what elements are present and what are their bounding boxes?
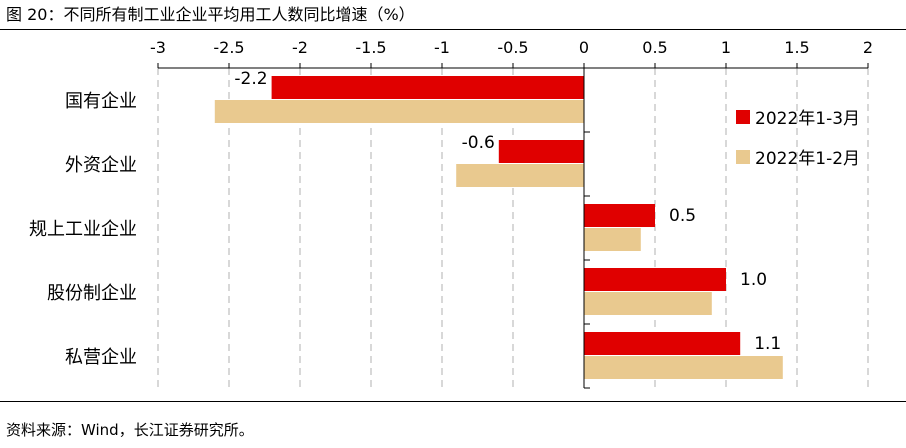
x-tick-label: 1.5 bbox=[784, 38, 809, 57]
bar-series-1 bbox=[584, 268, 726, 291]
bar-series-1 bbox=[584, 204, 655, 227]
x-tick-label: 1 bbox=[721, 38, 731, 57]
x-tick-label: 0.5 bbox=[642, 38, 667, 57]
legend-swatch bbox=[736, 150, 750, 164]
legend-label: 2022年1-3月 bbox=[755, 109, 860, 129]
legend-swatch bbox=[736, 110, 750, 124]
legend: 2022年1-3月 2022年1-2月 bbox=[736, 109, 860, 169]
category-label: 外资企业 bbox=[65, 155, 137, 176]
data-label: -2.2 bbox=[234, 69, 267, 89]
x-tick-label: -1.5 bbox=[355, 38, 386, 57]
source-note: 资料来源：Wind，长江证券研究所。 bbox=[6, 421, 254, 439]
bar-series-1 bbox=[584, 332, 741, 355]
chart-title: 图 20：不同所有制工业企业平均用工人数同比增速（%） bbox=[6, 5, 415, 24]
x-tick-label: -2 bbox=[292, 38, 308, 57]
bar-series-2 bbox=[456, 164, 584, 187]
x-tick-label: -3 bbox=[150, 38, 166, 57]
data-label: 1.1 bbox=[754, 334, 781, 354]
category-label: 规上工业企业 bbox=[29, 219, 137, 240]
data-label: 0.5 bbox=[669, 206, 696, 226]
category-label: 股份制企业 bbox=[47, 283, 137, 304]
bar-series-1 bbox=[498, 140, 584, 163]
bar-series-1 bbox=[271, 76, 584, 99]
bar-series-2 bbox=[214, 100, 585, 123]
bar-series-2 bbox=[584, 356, 783, 379]
bottom-rule bbox=[0, 401, 906, 402]
x-tick-label: -0.5 bbox=[497, 38, 528, 57]
bar-series-2 bbox=[584, 292, 712, 315]
labels: 国有企业 -2.2 外资企业 -0.6 规上工业企业 0.5 股份制企业 1.0 私营企业 1.1 bbox=[29, 69, 781, 368]
category-label: 私营企业 bbox=[65, 347, 137, 368]
bar-series-2 bbox=[584, 228, 641, 251]
x-tick-label: -2.5 bbox=[213, 38, 244, 57]
axes: -3 -2.5 -2 -1.5 -1 -0.5 0 0.5 1 1.5 2 bbox=[150, 38, 873, 389]
category-label: 国有企业 bbox=[65, 91, 137, 112]
data-label: -0.6 bbox=[462, 133, 495, 153]
x-tick-label: 0 bbox=[579, 38, 589, 57]
x-tick-label: 2 bbox=[863, 38, 873, 57]
legend-label: 2022年1-2月 bbox=[755, 149, 860, 169]
x-tick-label: -1 bbox=[434, 38, 450, 57]
data-label: 1.0 bbox=[740, 270, 767, 290]
bars bbox=[214, 76, 783, 379]
title-rule bbox=[0, 29, 906, 30]
